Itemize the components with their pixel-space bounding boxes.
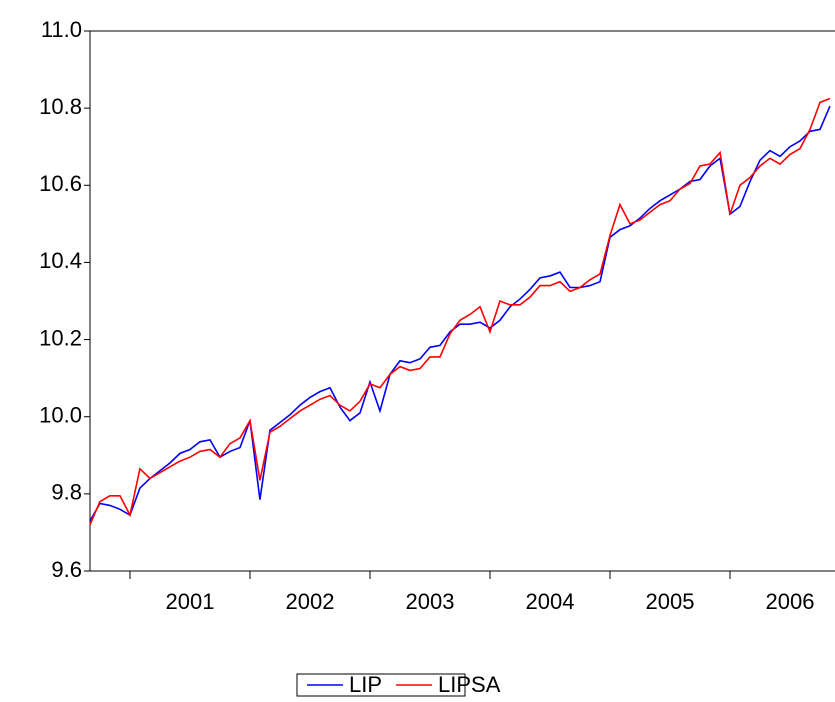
x-tick-label: 2001 [165,589,214,614]
x-tick-label: 2006 [766,589,815,614]
plot-frame [89,30,835,572]
y-tick-label: 10.6 [39,171,82,196]
x-tick-label: 2002 [285,589,334,614]
x-tick-label: 2003 [406,589,455,614]
y-tick-label: 10.8 [39,94,82,119]
x-tick-label: 2005 [646,589,695,614]
series-line [89,105,831,522]
y-tick-label: 10.0 [39,403,82,428]
y-tick-label: 10.2 [39,325,82,350]
series-line [89,97,831,526]
legend-label: LIP [349,672,382,697]
y-tick-label: 10.4 [39,248,82,273]
legend-label: LIPSA [438,672,501,697]
y-tick-label: 11.0 [41,17,82,42]
legend-box [296,673,466,697]
x-tick-label: 2004 [526,589,575,614]
y-tick-label: 9.8 [51,480,82,505]
y-tick-label: 9.6 [51,557,82,582]
